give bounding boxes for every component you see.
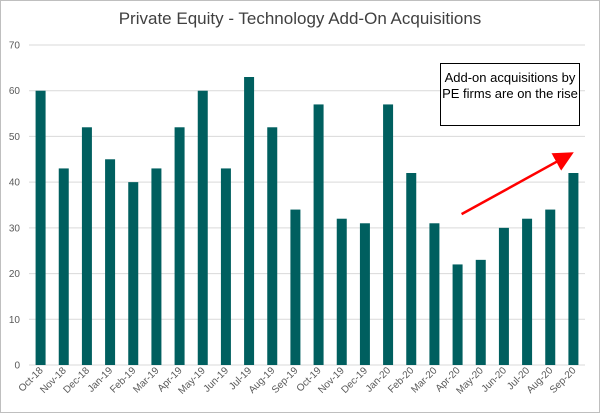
bar-jun-20 bbox=[498, 227, 509, 365]
y-tick-label: 10 bbox=[9, 315, 21, 326]
y-tick-label: 40 bbox=[9, 178, 21, 189]
bar-dec-18 bbox=[81, 127, 92, 366]
trend-arrow bbox=[460, 152, 574, 216]
x-tick-label: Jun-19 bbox=[202, 365, 232, 395]
bar-jul-20 bbox=[522, 218, 533, 365]
x-axis-ticks: Oct-18Nov-18Dec-18Jan-19Feb-19Mar-19Apr-… bbox=[17, 365, 579, 397]
bar-mar-19 bbox=[151, 168, 162, 365]
bar-oct-18 bbox=[35, 90, 46, 365]
bar-aug-20 bbox=[545, 209, 556, 365]
bar-dec-19 bbox=[359, 223, 370, 365]
y-tick-label: 20 bbox=[9, 269, 21, 280]
bar-apr-20 bbox=[452, 264, 463, 365]
x-tick-label: Dec-19 bbox=[339, 365, 370, 396]
x-tick-label: Mar-20 bbox=[409, 365, 439, 395]
bar-oct-19 bbox=[313, 104, 324, 365]
annotation-callout: Add-on acquisitions by PE firms are on t… bbox=[440, 63, 580, 126]
bar-sep-20 bbox=[568, 173, 579, 365]
bar-nov-18 bbox=[58, 168, 69, 365]
y-axis-ticks: 0 10 20 30 40 50 60 70 bbox=[9, 41, 21, 372]
y-tick-label: 60 bbox=[9, 86, 21, 97]
y-tick-label: 30 bbox=[9, 223, 21, 234]
bar-nov-19 bbox=[336, 218, 347, 365]
y-tick-label: 70 bbox=[9, 41, 21, 52]
bar-feb-19 bbox=[128, 182, 139, 365]
bar-feb-20 bbox=[406, 173, 417, 365]
chart-title: Private Equity - Technology Add-On Acqui… bbox=[118, 9, 482, 28]
bar-aug-19 bbox=[267, 127, 278, 366]
y-tick-label: 0 bbox=[14, 361, 20, 372]
bar-may-19 bbox=[197, 90, 208, 365]
bar-apr-19 bbox=[174, 127, 185, 366]
bar-sep-19 bbox=[290, 209, 301, 365]
bar-jan-19 bbox=[105, 159, 116, 365]
bar-jun-19 bbox=[220, 168, 231, 365]
bars bbox=[35, 77, 579, 366]
x-tick-label: Mar-19 bbox=[131, 365, 161, 395]
bar-may-20 bbox=[475, 259, 486, 365]
bar-mar-20 bbox=[429, 223, 440, 365]
bar-jan-20 bbox=[383, 104, 394, 365]
x-tick-label: Dec-18 bbox=[61, 365, 92, 396]
bar-jul-19 bbox=[244, 77, 255, 365]
x-tick-label: Sep-19 bbox=[270, 365, 301, 396]
x-tick-label: Jun-20 bbox=[480, 365, 510, 395]
x-tick-label: Sep-20 bbox=[548, 365, 579, 396]
y-tick-label: 50 bbox=[9, 132, 21, 143]
